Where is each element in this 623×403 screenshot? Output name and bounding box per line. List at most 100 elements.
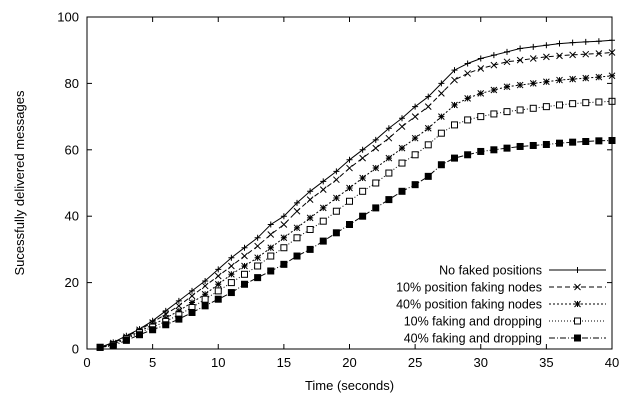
data-point — [359, 212, 367, 220]
data-point — [359, 174, 366, 182]
data-point — [241, 280, 248, 288]
data-point — [582, 99, 590, 107]
data-point — [306, 196, 314, 203]
data-point — [175, 297, 182, 304]
legend: No faked positions 10% position faking no… — [396, 264, 606, 346]
data-point — [556, 139, 563, 147]
data-point — [569, 100, 577, 108]
data-point — [438, 80, 445, 87]
series-2 — [96, 49, 616, 351]
data-point — [346, 197, 353, 205]
data-point — [503, 58, 511, 66]
data-point — [241, 244, 248, 251]
data-point — [385, 125, 392, 132]
legend-label: No faked positions — [439, 264, 542, 278]
data-point — [136, 331, 143, 339]
data-point — [504, 48, 510, 55]
series-line — [99, 75, 613, 348]
data-point — [215, 266, 222, 273]
data-point — [201, 282, 209, 290]
data-point — [464, 70, 471, 77]
series-4 — [96, 97, 616, 351]
data-point — [398, 187, 406, 195]
data-point — [451, 154, 458, 162]
data-point — [254, 262, 262, 270]
data-point — [516, 142, 524, 150]
data-point — [516, 81, 524, 89]
data-point — [293, 252, 301, 260]
legend-item: 40% faking and dropping — [404, 332, 606, 346]
data-point — [372, 144, 380, 152]
data-point — [359, 154, 366, 162]
data-point — [175, 307, 183, 315]
data-point — [359, 187, 367, 195]
legend-marker — [574, 283, 581, 291]
y-tick-label: 0 — [72, 342, 79, 357]
data-point — [306, 245, 314, 253]
data-point — [451, 76, 458, 84]
data-point — [254, 234, 261, 241]
x-tick-label: 0 — [83, 355, 90, 370]
data-point — [569, 51, 576, 59]
data-point — [437, 161, 445, 169]
data-point — [214, 280, 222, 288]
y-tick-label: 60 — [65, 142, 79, 157]
data-point — [542, 140, 550, 148]
data-point — [437, 129, 445, 137]
data-point — [582, 50, 590, 58]
data-point — [385, 169, 393, 177]
data-point — [293, 207, 301, 215]
data-point — [280, 260, 288, 268]
x-tick-label: 10 — [211, 355, 225, 370]
data-point — [175, 315, 183, 323]
data-point — [595, 50, 603, 57]
data-point — [424, 103, 432, 110]
data-point — [582, 74, 590, 82]
data-point — [254, 242, 261, 250]
legend-label: 10% faking and dropping — [404, 315, 542, 329]
data-point — [372, 179, 380, 187]
data-point — [490, 52, 497, 59]
series-line — [100, 100, 613, 348]
data-point — [412, 103, 419, 110]
data-point — [293, 234, 301, 242]
legend-item: 10% faking and dropping — [404, 315, 606, 329]
axes: 0 5 10 15 20 25 30 35 40 0 20 40 60 80 100 — [57, 10, 619, 371]
legend-label: 10% position faking nodes — [396, 281, 542, 295]
data-point — [516, 106, 524, 114]
data-point — [267, 267, 275, 275]
data-point — [320, 178, 327, 185]
data-point — [411, 113, 419, 120]
data-point — [214, 295, 222, 303]
data-point — [503, 144, 511, 152]
data-point — [398, 144, 406, 152]
data-point — [188, 308, 196, 316]
data-point — [477, 65, 485, 72]
data-point — [490, 110, 498, 118]
y-axis-label: Sucessfully delivered messages — [12, 90, 27, 275]
data-point — [306, 225, 314, 233]
data-point — [556, 76, 563, 84]
data-point — [294, 199, 300, 206]
data-point — [490, 61, 498, 69]
legend-marker — [574, 334, 581, 342]
data-point — [332, 229, 340, 237]
data-point — [372, 136, 379, 143]
data-point — [149, 326, 157, 334]
data-point — [517, 45, 524, 52]
data-point — [346, 156, 353, 163]
data-point — [214, 272, 222, 280]
data-point — [241, 270, 248, 278]
data-point — [451, 101, 458, 109]
data-point — [543, 78, 550, 86]
data-point — [346, 184, 353, 192]
data-point — [307, 188, 314, 195]
data-point — [280, 213, 287, 220]
data-point — [569, 75, 576, 83]
data-point — [477, 147, 485, 155]
x-tick-label: 20 — [342, 355, 356, 370]
series-1 — [97, 37, 615, 351]
data-point — [385, 154, 393, 162]
data-point — [398, 159, 406, 167]
data-point — [333, 194, 340, 202]
